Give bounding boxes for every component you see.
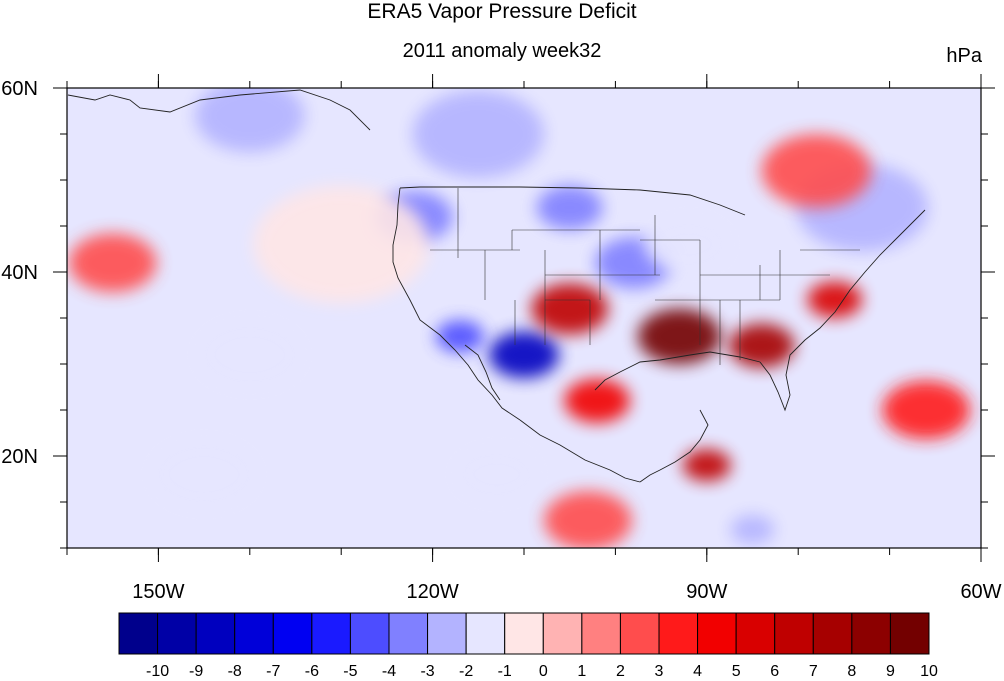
colorbar-label: -2 <box>459 663 473 680</box>
colorbar-swatch-15 <box>697 612 737 655</box>
colorbar-label: -9 <box>189 663 203 680</box>
colorbar-label: -8 <box>228 663 242 680</box>
colorbar-label: 9 <box>886 663 895 680</box>
colorbar-swatch-14 <box>658 612 699 655</box>
colorbar-label: 5 <box>732 663 741 680</box>
colorbar-label: -3 <box>420 663 434 680</box>
chart-title: ERA5 Vapor Pressure Deficit <box>367 0 637 23</box>
lon-tick-label: 90W <box>686 581 727 603</box>
axis-ticks: 150W 120W 90W 60W 60N 40N 20N <box>1 74 1002 603</box>
lon-tick-label: 120W <box>406 581 458 603</box>
colorbar-swatch-9 <box>465 612 506 655</box>
lat-tick-label: 40N <box>1 262 38 284</box>
anomaly-region-8 <box>194 88 305 153</box>
colorbar-label: 6 <box>770 663 779 680</box>
anomaly-region-23 <box>253 185 429 303</box>
lon-tick-label: 150W <box>132 581 184 603</box>
anomaly-region-7 <box>412 90 545 178</box>
lat-tick-label: 60N <box>1 78 38 100</box>
colorbar-swatch-17 <box>774 612 814 655</box>
colorbar-swatch-8 <box>427 612 467 655</box>
colorbar-swatch-11 <box>542 612 583 655</box>
colorbar-label: 4 <box>693 663 702 680</box>
state-borders <box>430 188 860 365</box>
colorbar-swatch-13 <box>619 612 660 655</box>
colorbar-swatch-5 <box>311 612 351 655</box>
anomaly-field <box>68 88 971 548</box>
anomaly-region-10 <box>637 308 722 365</box>
colorbar-label: -5 <box>343 663 357 680</box>
anomaly-region-15 <box>882 380 971 440</box>
colorbar-swatch-2 <box>195 612 236 655</box>
anomaly-region-14 <box>682 449 731 482</box>
anomaly-region-1 <box>435 320 485 353</box>
chart-subtitle: 2011 anomaly week32 <box>402 40 602 62</box>
colorbar: -10 -9 -8 -7 -6 -5 -4 -3 -2 -1 0 1 2 3 4 5 6 7 8 9 10 <box>118 612 938 680</box>
anomaly-region-13 <box>564 378 631 423</box>
colorbar-label: 2 <box>616 663 625 680</box>
lat-tick-label: 20N <box>1 446 38 468</box>
units-label: hPa <box>946 45 982 67</box>
anomaly-region-3 <box>536 185 603 230</box>
colorbar-swatch-10 <box>504 612 544 655</box>
colorbar-swatch-4 <box>272 612 313 655</box>
colorbar-swatch-20 <box>889 612 930 655</box>
colorbar-label: 8 <box>847 663 856 680</box>
anomaly-region-16 <box>68 233 157 293</box>
colorbar-label: 10 <box>920 663 938 680</box>
colorbar-swatch-3 <box>234 612 274 655</box>
colorbar-swatch-12 <box>581 612 621 655</box>
anomaly-region-19 <box>149 437 259 511</box>
anomaly-region-0 <box>488 331 560 379</box>
anomaly-region-9 <box>531 283 609 335</box>
colorbar-label: -4 <box>382 663 396 680</box>
colorbar-swatch-0 <box>118 612 159 655</box>
colorbar-swatch-6 <box>349 612 390 655</box>
coastlines <box>67 89 926 483</box>
colorbar-label: 3 <box>655 663 664 680</box>
colorbar-swatch-19 <box>851 612 891 655</box>
anomaly-region-17 <box>761 134 872 208</box>
anomaly-region-5 <box>644 215 733 274</box>
anomaly-region-20 <box>452 445 541 504</box>
colorbar-label: -1 <box>498 663 512 680</box>
colorbar-label: 7 <box>809 663 818 680</box>
colorbar-swatch-1 <box>157 612 197 655</box>
colorbar-label: 0 <box>539 663 548 680</box>
lon-tick-label: 60W <box>960 581 1001 603</box>
anomaly-region-12 <box>807 281 863 318</box>
colorbar-label: -6 <box>305 663 319 680</box>
anomaly-region-18 <box>194 318 305 392</box>
colorbar-label: -7 <box>266 663 280 680</box>
colorbar-label: 1 <box>577 663 586 680</box>
colorbar-swatch-18 <box>812 612 853 655</box>
anomaly-region-21 <box>730 514 775 545</box>
anomaly-region-22 <box>544 491 632 548</box>
colorbar-swatch-16 <box>735 612 776 655</box>
colorbar-swatch-7 <box>388 612 429 655</box>
colorbar-label: -10 <box>146 663 169 680</box>
anomaly-region-11 <box>728 323 795 368</box>
